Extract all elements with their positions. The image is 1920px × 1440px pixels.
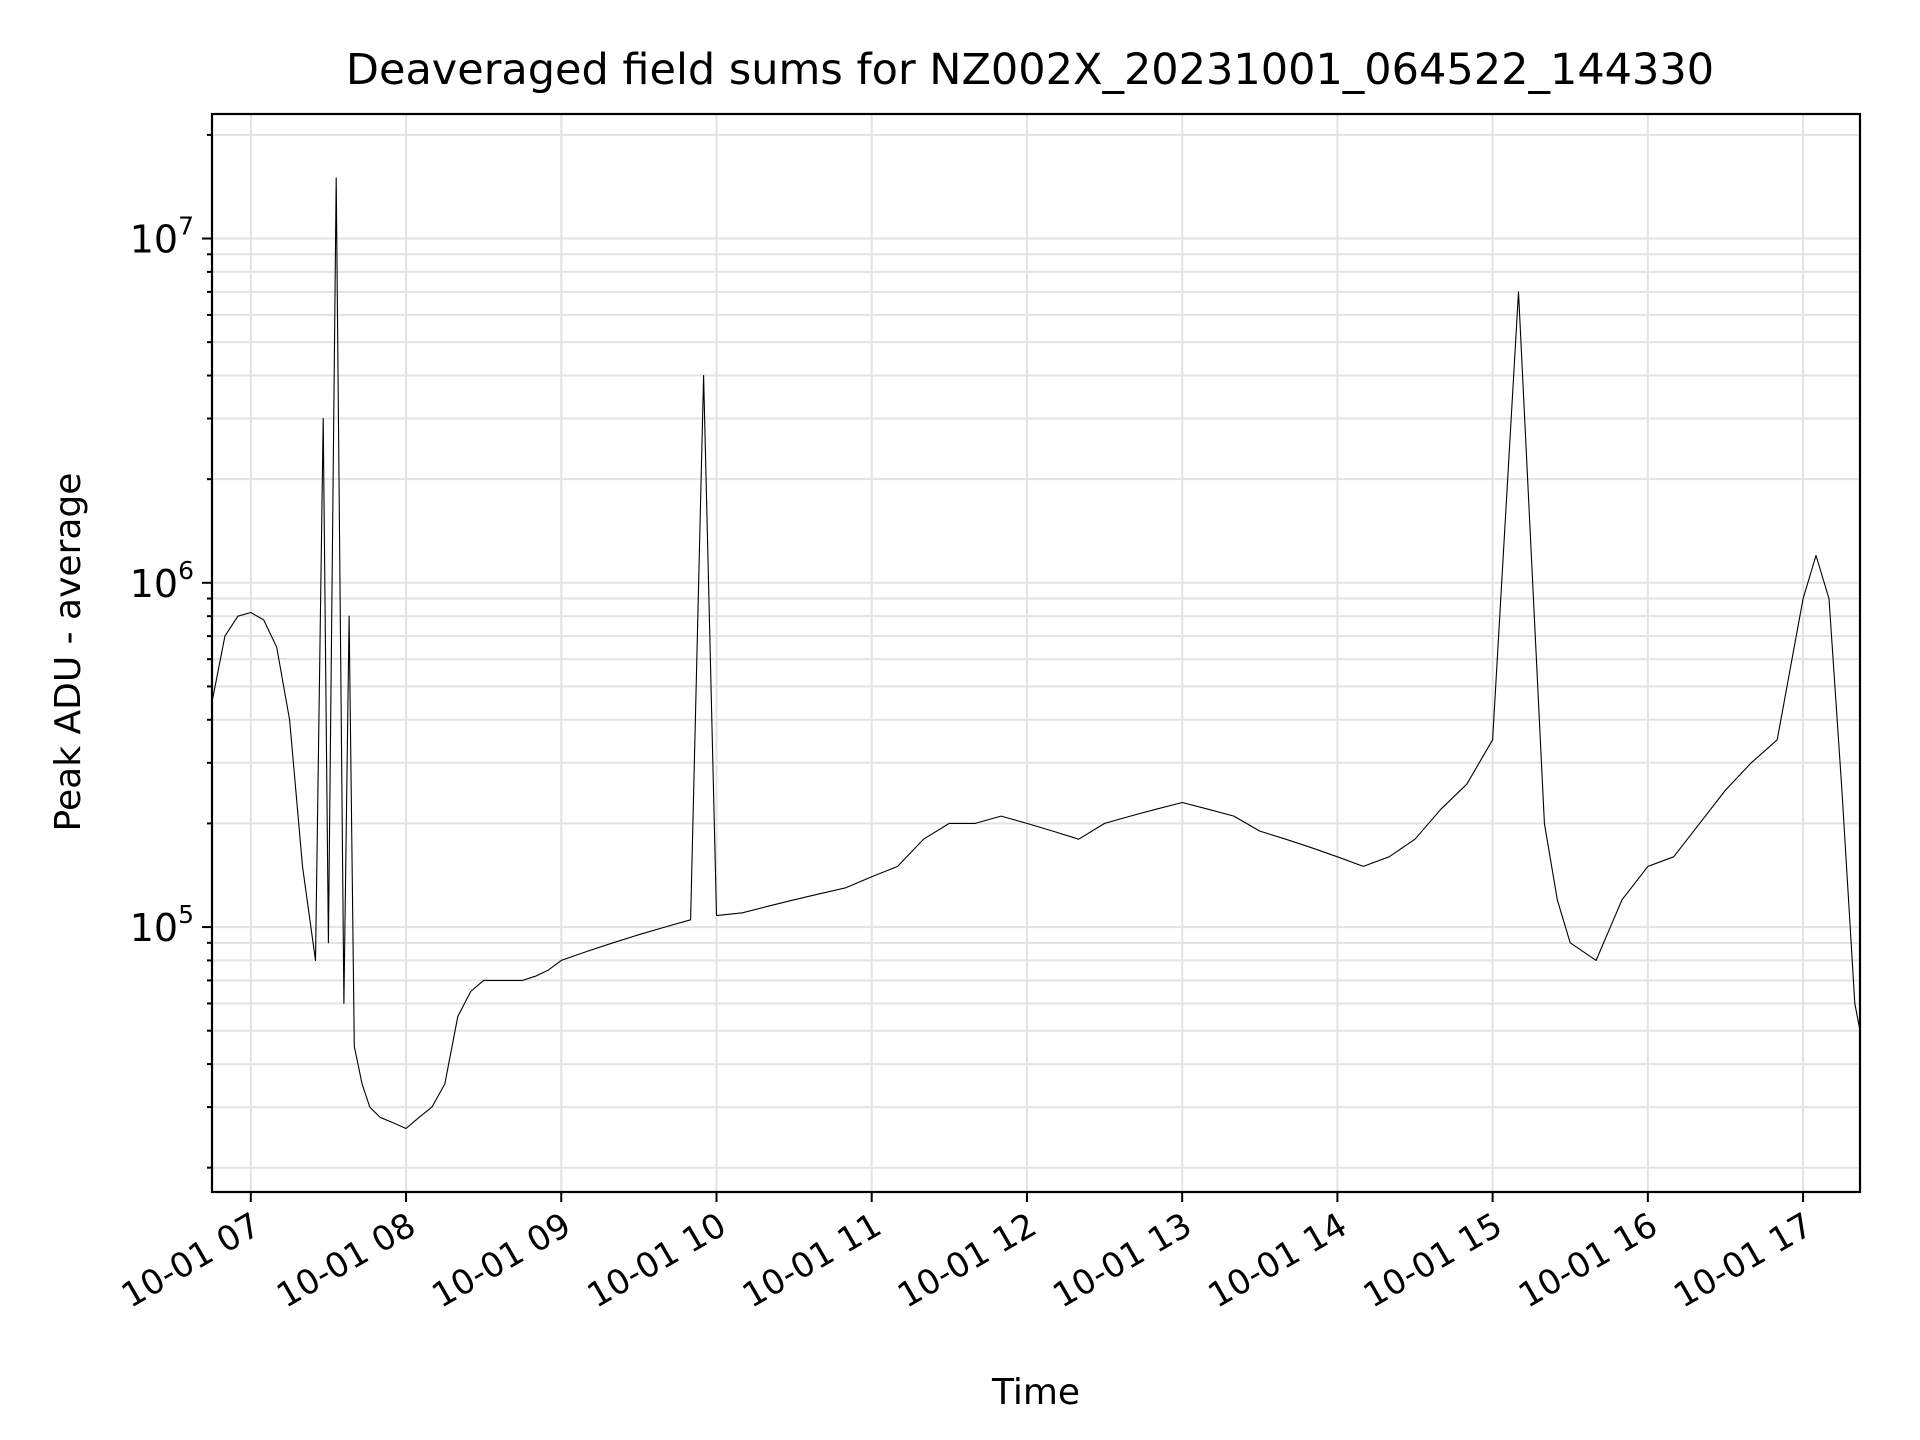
y-tick-label: 107 [130,212,194,262]
x-tick-label: 10-01 07 [115,1205,267,1316]
plot-frame [210,112,1862,1194]
y-axis-ticks: 105 106 107 [130,133,212,1169]
x-tick-label: 10-01 08 [270,1205,422,1316]
x-axis-ticks: 10-01 07 10-01 08 10-01 09 10-01 10 10-01 11… [115,1192,1820,1316]
x-tick-label: 10-01 17 [1667,1205,1819,1316]
grid [212,114,1860,1192]
x-tick-label: 10-01 12 [891,1205,1043,1316]
series-layer [211,177,1861,1130]
x-tick-label: 10-01 14 [1202,1205,1354,1316]
x-tick-label: 10-01 13 [1046,1205,1198,1316]
y-axis-label: Peak ADU - average [48,473,89,832]
x-tick-label: 10-01 09 [425,1205,577,1316]
series-line [211,177,1861,1130]
y-tick-label: 105 [130,900,194,950]
x-tick-label: 10-01 11 [736,1205,888,1316]
chart-title: Deaveraged field sums for NZ002X_2023100… [346,45,1714,95]
x-tick-label: 10-01 10 [581,1205,733,1316]
x-tick-label: 10-01 16 [1512,1205,1664,1316]
x-axis-label: Time [991,1372,1080,1413]
y-tick-label: 106 [130,556,194,606]
x-tick-label: 10-01 15 [1357,1205,1509,1316]
